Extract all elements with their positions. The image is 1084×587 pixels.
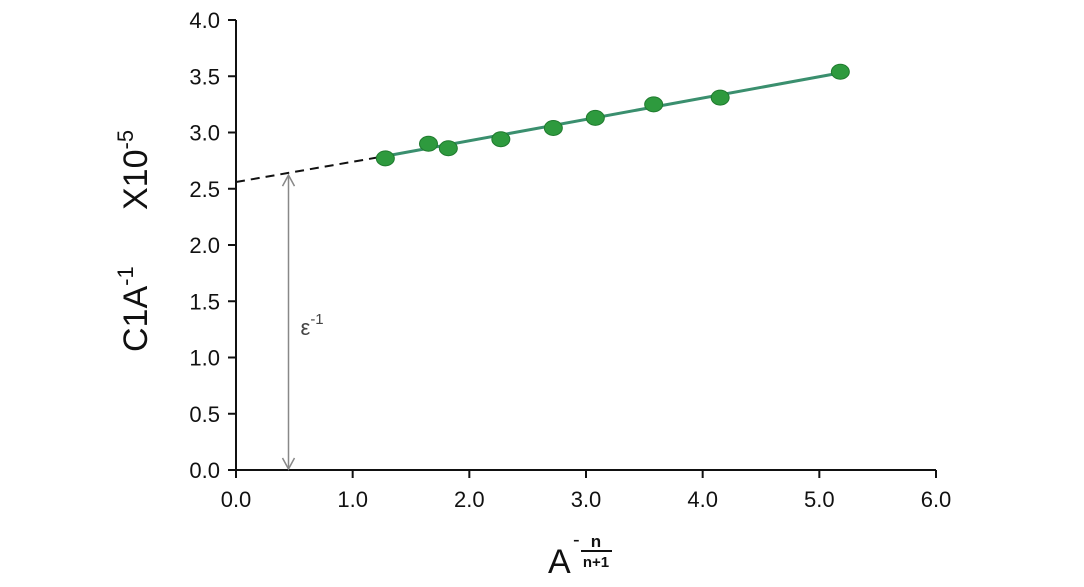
- ticks: 0.0 1.0 2.0 3.0 4.0 5.0 6.0 0.0 0.5 1.0 1.5 2.0 2.5 3…: [189, 8, 951, 512]
- data-point: [644, 96, 664, 113]
- data-point: [438, 140, 458, 157]
- epsilon-arrow-head-top: [281, 173, 296, 187]
- epsilon-label: ε-1: [301, 311, 324, 340]
- y-tick-label: 2.0: [189, 233, 220, 258]
- x-axis-title-exponent-sign: -: [573, 529, 580, 551]
- x-tick-label: 0.0: [221, 487, 252, 512]
- data-point: [375, 150, 395, 167]
- x-tick-label: 3.0: [571, 487, 602, 512]
- x-tick-label: 2.0: [454, 487, 485, 512]
- axes: [235, 20, 936, 471]
- x-axis-title-base: A: [548, 543, 571, 581]
- fit-line: [385, 71, 841, 158]
- data-point: [543, 120, 563, 136]
- x-tick-label: 1.0: [337, 487, 368, 512]
- data-point: [491, 131, 511, 148]
- y-tick-label: 0.0: [189, 458, 220, 483]
- y-axis-title: C1A-1 X10-5: [113, 130, 155, 352]
- y-tick-label: 3.5: [189, 64, 220, 89]
- data-point: [710, 89, 730, 106]
- y-axis-title-multiplier-exponent: -5: [113, 130, 138, 150]
- extrapolation-line: [235, 155, 386, 183]
- lines: [235, 71, 841, 183]
- y-axis-title-base-text: C1A: [117, 286, 155, 352]
- x-axis-title-exponent-denominator: n+1: [583, 554, 609, 571]
- data-points: [375, 63, 850, 167]
- y-tick-label: 1.0: [189, 346, 220, 371]
- y-tick-label: 2.5: [189, 177, 220, 202]
- y-tick-label: 3.0: [189, 121, 220, 146]
- y-tick-label: 4.0: [189, 8, 220, 33]
- x-axis-title: A - n n+1: [548, 529, 612, 581]
- x-axis-title-exponent-numerator: n: [591, 532, 601, 551]
- epsilon-symbol: ε: [301, 315, 311, 340]
- data-point: [419, 135, 438, 152]
- y-axis-title-base: C1A-1: [113, 266, 155, 352]
- epsilon-arrow-head-bottom: [281, 457, 296, 471]
- y-axis-title-base-exponent: -1: [113, 266, 138, 286]
- y-tick-label: 0.5: [189, 402, 220, 427]
- data-point: [830, 63, 850, 80]
- data-point: [585, 109, 605, 126]
- epsilon-exponent: -1: [310, 311, 323, 328]
- x-tick-label: 6.0: [921, 487, 952, 512]
- y-axis-title-multiplier: X10-5: [113, 130, 155, 210]
- annotation: ε-1: [281, 173, 324, 471]
- x-tick-label: 5.0: [804, 487, 835, 512]
- x-tick-label: 4.0: [687, 487, 718, 512]
- y-tick-label: 1.5: [189, 289, 220, 314]
- y-axis-title-multiplier-text: X10: [117, 150, 155, 211]
